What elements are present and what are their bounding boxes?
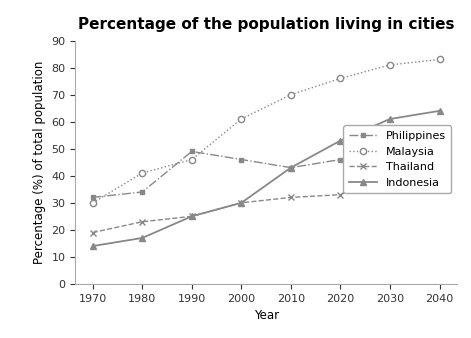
Malaysia — [238, 117, 244, 121]
Thailand — [338, 193, 343, 197]
Malaysia — [189, 158, 195, 162]
Philippines — [387, 144, 393, 148]
X-axis label: Year: Year — [253, 309, 279, 322]
Malaysia — [139, 171, 145, 175]
Line: Indonesia: Indonesia — [89, 108, 443, 249]
Malaysia — [437, 57, 442, 62]
Title: Percentage of the population living in cities: Percentage of the population living in c… — [78, 18, 455, 32]
Indonesia — [437, 109, 442, 113]
Indonesia — [90, 244, 96, 248]
Philippines — [288, 166, 294, 170]
Philippines — [338, 158, 343, 162]
Legend: Philippines, Malaysia, Thailand, Indonesia: Philippines, Malaysia, Thailand, Indones… — [343, 125, 451, 193]
Y-axis label: Percentage (%) of total population: Percentage (%) of total population — [33, 61, 46, 264]
Line: Thailand: Thailand — [89, 145, 443, 236]
Thailand — [90, 231, 96, 235]
Malaysia — [90, 201, 96, 205]
Malaysia — [288, 93, 294, 97]
Line: Malaysia: Malaysia — [89, 56, 443, 206]
Thailand — [387, 171, 393, 175]
Indonesia — [189, 214, 195, 218]
Line: Philippines: Philippines — [90, 127, 442, 200]
Thailand — [139, 220, 145, 224]
Philippines — [90, 195, 96, 199]
Indonesia — [288, 166, 294, 170]
Malaysia — [387, 63, 393, 67]
Thailand — [437, 147, 442, 151]
Philippines — [189, 149, 195, 153]
Thailand — [238, 201, 244, 205]
Indonesia — [139, 236, 145, 240]
Indonesia — [387, 117, 393, 121]
Thailand — [189, 214, 195, 218]
Indonesia — [238, 201, 244, 205]
Thailand — [288, 195, 294, 199]
Philippines — [437, 128, 442, 132]
Philippines — [139, 190, 145, 194]
Philippines — [238, 158, 244, 162]
Malaysia — [338, 76, 343, 80]
Indonesia — [338, 139, 343, 143]
